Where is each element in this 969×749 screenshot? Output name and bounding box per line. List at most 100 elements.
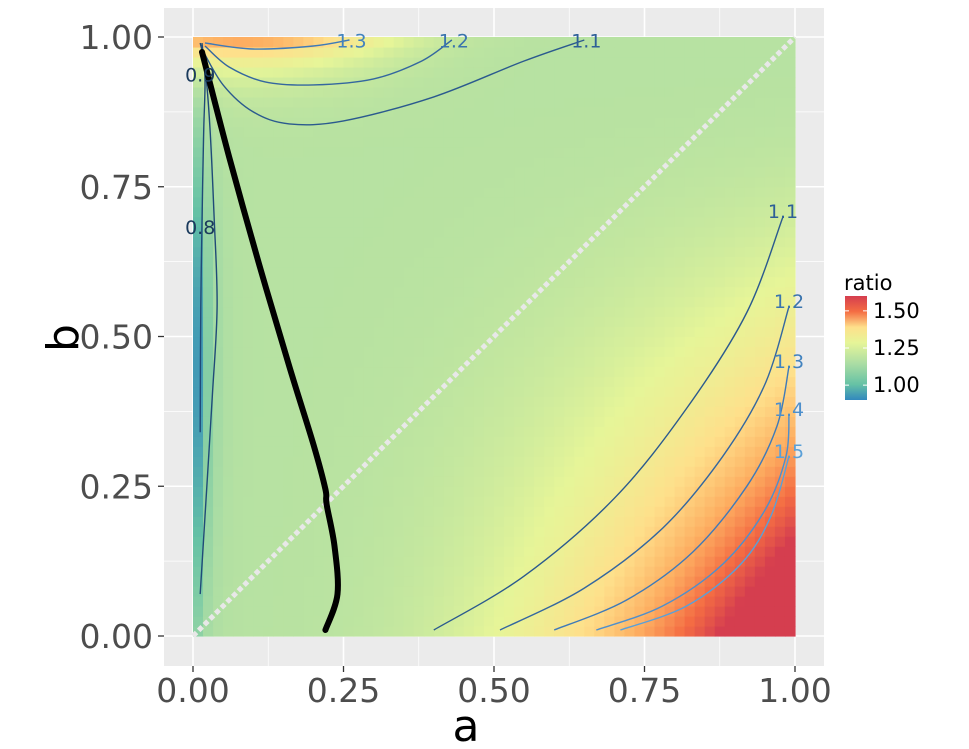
heatmap-cell <box>754 156 766 168</box>
heatmap-cell <box>544 216 555 228</box>
heatmap-cell <box>654 66 666 78</box>
heatmap-cell <box>744 626 756 637</box>
heatmap-cell <box>293 316 304 328</box>
heatmap-cell <box>473 446 485 457</box>
heatmap-cell <box>504 516 515 527</box>
heatmap-cell <box>614 46 626 58</box>
heatmap-cell <box>483 256 495 268</box>
heatmap-cell <box>303 146 314 158</box>
heatmap-cell <box>734 196 746 208</box>
heatmap-cell <box>744 576 756 587</box>
heatmap-cell <box>764 396 776 407</box>
heatmap-cell <box>333 496 345 507</box>
heatmap-cell <box>423 406 435 417</box>
heatmap-cell <box>253 626 264 637</box>
heatmap-cell <box>223 206 234 218</box>
heatmap-cell <box>494 296 505 308</box>
heatmap-cell <box>343 396 355 407</box>
heatmap-cell <box>363 446 375 457</box>
heatmap-cell <box>604 436 615 447</box>
heatmap-cell <box>644 156 656 168</box>
heatmap-cell <box>283 596 294 607</box>
heatmap-cell <box>453 106 465 118</box>
heatmap-cell <box>463 556 475 567</box>
heatmap-cell <box>604 246 615 258</box>
heatmap-cell <box>754 506 766 517</box>
heatmap-cell <box>273 276 284 288</box>
heatmap-cell <box>243 526 254 537</box>
heatmap-cell <box>764 546 776 557</box>
heatmap-cell <box>323 266 335 278</box>
heatmap-cell <box>293 286 304 298</box>
heatmap-cell <box>243 136 254 148</box>
heatmap-cell <box>473 466 485 477</box>
heatmap-cell <box>273 286 284 298</box>
contour-label: 0.8 <box>185 217 215 239</box>
heatmap-cell <box>233 256 244 268</box>
heatmap-cell <box>223 326 234 338</box>
heatmap-cell <box>584 236 595 248</box>
heatmap-cell <box>514 606 525 617</box>
heatmap-cell <box>373 486 385 497</box>
heatmap-cell <box>213 306 224 318</box>
heatmap-cell <box>293 616 304 627</box>
heatmap-cell <box>674 546 686 557</box>
heatmap-cell <box>263 456 274 467</box>
heatmap-cell <box>784 136 796 148</box>
heatmap-cell <box>504 406 515 417</box>
heatmap-cell <box>674 406 686 417</box>
heatmap-cell <box>453 406 465 417</box>
heatmap-cell <box>544 536 555 547</box>
heatmap-cell <box>383 556 395 567</box>
heatmap-cell <box>644 506 656 517</box>
heatmap-cell <box>634 426 646 437</box>
heatmap-cell <box>754 306 766 318</box>
heatmap-cell <box>343 86 355 98</box>
heatmap-cell <box>594 276 605 288</box>
heatmap-cell <box>744 86 756 98</box>
heatmap-cell <box>614 96 626 108</box>
heatmap-cell <box>744 166 756 178</box>
heatmap-cell <box>514 226 525 238</box>
heatmap-cell <box>203 166 214 178</box>
heatmap-cell <box>363 386 375 397</box>
heatmap-cell <box>554 176 565 188</box>
heatmap-cell <box>303 206 314 218</box>
heatmap-cell <box>784 406 796 417</box>
heatmap-cell <box>644 536 656 547</box>
heatmap-cell <box>694 326 706 338</box>
heatmap-cell <box>654 316 666 328</box>
heatmap-cell <box>674 206 686 218</box>
heatmap-cell <box>674 366 686 378</box>
heatmap-cell <box>213 56 224 68</box>
heatmap-cell <box>744 566 756 577</box>
heatmap-cell <box>574 156 585 168</box>
heatmap-cell <box>303 626 314 637</box>
heatmap-cell <box>413 86 425 98</box>
heatmap-cell <box>774 556 786 567</box>
heatmap-cell <box>714 266 726 278</box>
heatmap-cell <box>544 206 555 218</box>
heatmap-cell <box>423 226 435 238</box>
heatmap-cell <box>744 266 756 278</box>
heatmap-cell <box>674 396 686 407</box>
heatmap-cell <box>524 316 535 328</box>
heatmap-cell <box>203 386 214 397</box>
heatmap-cell <box>463 176 475 188</box>
heatmap-cell <box>453 616 465 627</box>
heatmap-cell <box>223 496 234 507</box>
heatmap-cell <box>714 526 726 537</box>
heatmap-cell <box>654 146 666 158</box>
heatmap-cell <box>704 516 716 527</box>
heatmap-cell <box>644 166 656 178</box>
heatmap-cell <box>223 486 234 497</box>
heatmap-cell <box>323 456 335 467</box>
heatmap-cell <box>674 86 686 98</box>
heatmap-cell <box>483 446 495 457</box>
heatmap-cell <box>604 336 615 348</box>
heatmap-cell <box>273 466 284 477</box>
heatmap-cell <box>193 416 204 427</box>
heatmap-cell <box>463 316 475 328</box>
heatmap-cell <box>654 196 666 208</box>
heatmap-cell <box>353 596 365 607</box>
